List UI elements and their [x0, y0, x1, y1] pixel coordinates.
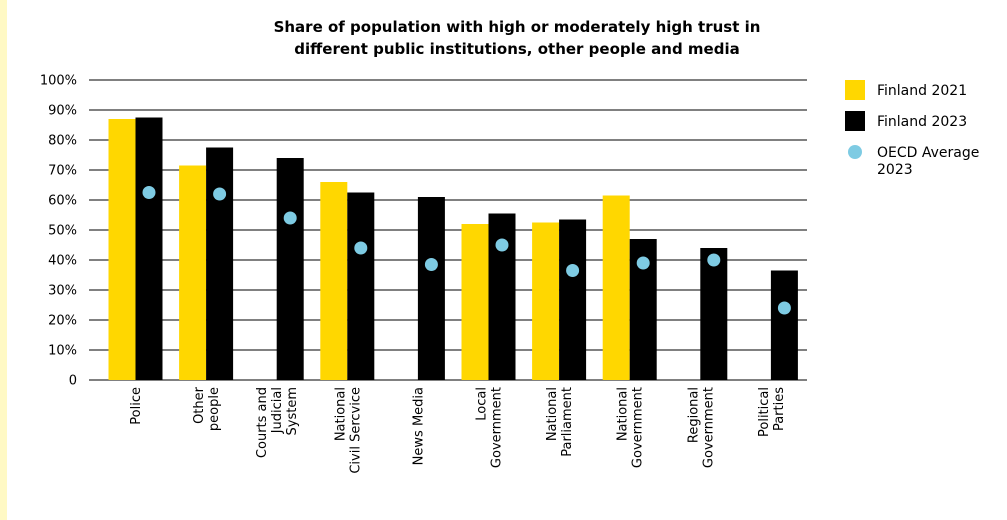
- category-label-line: National: [545, 387, 560, 441]
- category-label: Police: [129, 387, 144, 425]
- category-label-line: Courts and: [255, 387, 270, 458]
- oecd-average-point: [707, 253, 721, 267]
- y-tick-label: 50%: [48, 224, 77, 239]
- category-label-line: Judicial: [270, 387, 285, 434]
- bar-finland-2021: [461, 224, 489, 380]
- y-tick-label: 90%: [48, 104, 77, 119]
- bars: [108, 117, 798, 380]
- category-label-line: News Media: [411, 387, 426, 465]
- legend-swatch: [845, 111, 865, 131]
- legend-point-marker: [848, 145, 862, 159]
- category-label-line: Police: [129, 387, 144, 425]
- oecd-average-point: [213, 187, 227, 201]
- bar-finland-2021: [602, 195, 630, 380]
- oecd-average-point: [495, 238, 509, 252]
- bar-finland-2023: [559, 219, 587, 380]
- oecd-average-point: [777, 301, 791, 315]
- y-tick-label: 10%: [48, 344, 77, 359]
- category-label: News Media: [411, 387, 426, 465]
- bar-finland-2023: [206, 147, 234, 380]
- oecd-average-point: [424, 258, 438, 271]
- legend-label: 2023: [877, 162, 913, 178]
- category-label: National Government: [616, 387, 646, 468]
- category-label: National Civil Sercvice: [333, 387, 363, 474]
- y-tick-label: 0: [69, 374, 77, 389]
- legend-label: Finland 2021: [877, 83, 967, 99]
- category-label-line: Civil Sercvice: [348, 387, 363, 474]
- oecd-average-point: [283, 211, 297, 225]
- legend-swatch: [845, 80, 865, 100]
- x-axis-categories: Police Other people Courts and Judicial Syste…: [129, 386, 787, 473]
- category-label: Regional Government: [686, 387, 716, 468]
- oecd-average-point: [566, 264, 580, 277]
- category-label-line: Parties: [772, 387, 787, 431]
- bar-finland-2021: [108, 119, 136, 380]
- category-label: Local Government: [475, 387, 505, 468]
- category-label: Courts and Judicial System: [255, 387, 300, 458]
- category-label-line: Other: [192, 386, 207, 424]
- category-label-line: Government: [701, 387, 716, 468]
- category-label: Other people: [192, 386, 222, 431]
- category-label-line: Regional: [686, 387, 701, 443]
- category-label-line: people: [207, 387, 222, 431]
- bar-finland-2023: [347, 192, 375, 380]
- category-label-line: National: [616, 387, 631, 441]
- chart-title-line-2: different public institutions, other peo…: [294, 40, 739, 58]
- chart: Share of population with high or moderat…: [40, 18, 980, 474]
- category-label: National Parliament: [545, 387, 575, 457]
- category-label-line: Local: [475, 387, 490, 421]
- bar-finland-2023: [276, 158, 304, 380]
- legend-label: OECD Average: [877, 145, 979, 161]
- bar-finland-2023: [417, 197, 445, 380]
- y-tick-label: 100%: [40, 74, 77, 89]
- y-tick-label: 20%: [48, 314, 77, 329]
- category-label-line: Political: [757, 387, 772, 437]
- y-tick-label: 40%: [48, 254, 77, 269]
- bar-finland-2021: [532, 222, 560, 380]
- y-tick-label: 60%: [48, 194, 77, 209]
- category-label-line: National: [333, 387, 348, 441]
- bar-finland-2021: [179, 165, 207, 380]
- category-label-line: Government: [631, 387, 646, 468]
- bar-finland-2023: [135, 117, 163, 380]
- chart-card: Share of population with high or moderat…: [7, 0, 1007, 520]
- y-tick-label: 30%: [48, 284, 77, 299]
- oecd-average-point: [142, 186, 156, 199]
- oecd-points: [142, 186, 791, 315]
- legend-label: Finland 2023: [877, 114, 967, 130]
- chart-title-line-1: Share of population with high or moderat…: [274, 18, 761, 36]
- y-tick-label: 70%: [48, 164, 77, 179]
- oecd-average-point: [636, 256, 650, 270]
- y-axis-ticks: 0 10% 20% 30% 40% 50% 60% 70% 80% 90% 100%: [40, 74, 77, 389]
- y-tick-label: 80%: [48, 134, 77, 149]
- bar-finland-2023: [488, 213, 516, 380]
- oecd-average-point: [354, 241, 368, 255]
- bar-finland-2021: [320, 182, 348, 380]
- category-label: Political Parties: [757, 387, 787, 437]
- category-label-line: Parliament: [560, 387, 575, 457]
- category-label-line: System: [285, 387, 300, 435]
- bar-finland-2023: [700, 248, 728, 380]
- category-label-line: Government: [490, 387, 505, 468]
- bar-finland-2023: [770, 270, 798, 380]
